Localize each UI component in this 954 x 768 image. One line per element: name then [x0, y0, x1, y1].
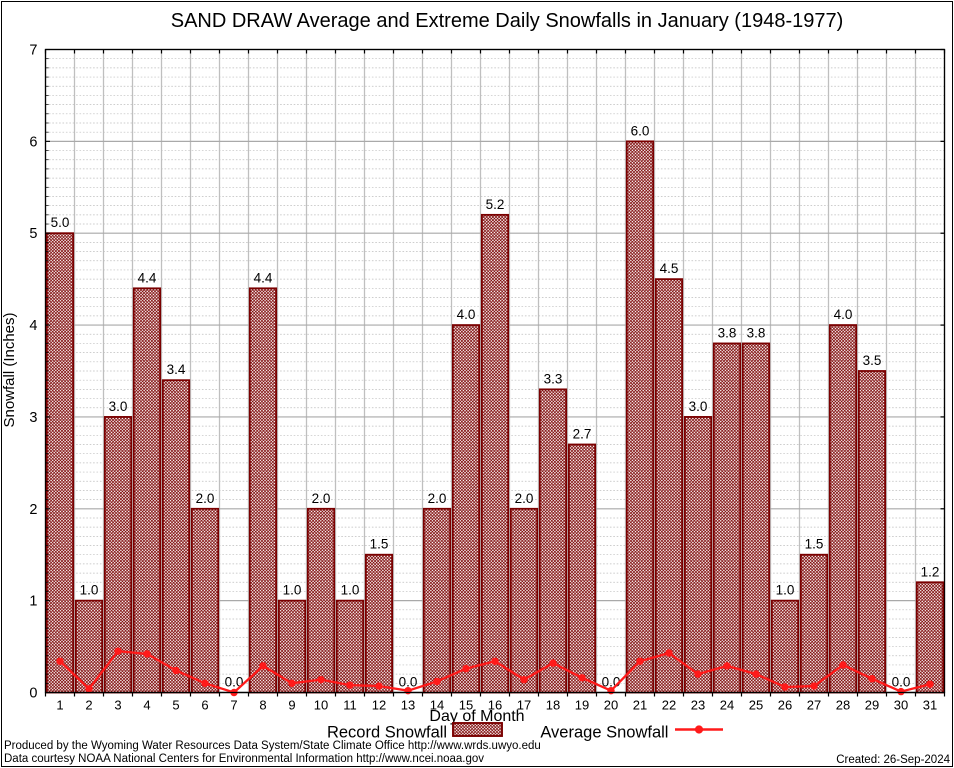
svg-text:6.0: 6.0: [631, 123, 650, 138]
svg-text:1.0: 1.0: [283, 583, 302, 598]
svg-text:3.3: 3.3: [544, 371, 563, 386]
svg-text:1.5: 1.5: [370, 537, 389, 552]
svg-text:3.8: 3.8: [747, 325, 766, 340]
svg-text:3.4: 3.4: [167, 362, 186, 377]
svg-text:1.0: 1.0: [80, 583, 99, 598]
svg-text:3.8: 3.8: [718, 325, 737, 340]
svg-text:1.0: 1.0: [776, 583, 795, 598]
svg-text:3.0: 3.0: [689, 399, 708, 414]
svg-text:4.5: 4.5: [660, 261, 679, 276]
svg-text:2: 2: [29, 502, 37, 518]
svg-text:4: 4: [29, 318, 37, 334]
svg-text:4.4: 4.4: [254, 270, 273, 285]
svg-text:3: 3: [29, 410, 37, 426]
svg-text:4.0: 4.0: [834, 307, 853, 322]
svg-text:4.4: 4.4: [138, 270, 157, 285]
svg-text:2.0: 2.0: [312, 491, 331, 506]
svg-text:5: 5: [29, 226, 37, 242]
svg-text:3.5: 3.5: [863, 353, 882, 368]
svg-text:1: 1: [29, 594, 37, 610]
svg-text:4.0: 4.0: [457, 307, 476, 322]
svg-text:3.0: 3.0: [109, 399, 128, 414]
svg-text:1.5: 1.5: [805, 537, 824, 552]
svg-text:0: 0: [29, 686, 37, 702]
svg-text:7: 7: [29, 43, 37, 59]
svg-text:5.0: 5.0: [51, 215, 70, 230]
svg-text:0.0: 0.0: [892, 675, 911, 690]
svg-text:1.2: 1.2: [921, 564, 940, 579]
svg-text:5.2: 5.2: [486, 197, 505, 212]
svg-text:2.0: 2.0: [428, 491, 447, 506]
svg-text:2.7: 2.7: [573, 426, 592, 441]
svg-text:2.0: 2.0: [515, 491, 534, 506]
svg-text:1.0: 1.0: [341, 583, 360, 598]
svg-text:6: 6: [29, 134, 37, 150]
svg-text:2.0: 2.0: [196, 491, 215, 506]
